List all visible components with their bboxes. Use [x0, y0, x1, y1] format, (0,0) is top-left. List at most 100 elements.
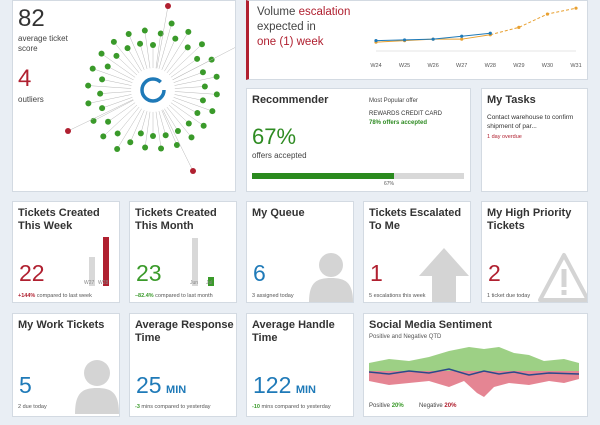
series-point[interactable] — [374, 39, 378, 43]
burst-node[interactable] — [105, 118, 112, 125]
work-tickets-value: 5 — [19, 372, 32, 398]
burst-node[interactable] — [113, 52, 120, 59]
high-priority-value: 2 — [488, 260, 501, 286]
response-time-title: Average Response Time — [135, 319, 234, 344]
escalated-title: Tickets Escalated To Me — [369, 207, 462, 232]
burst-node[interactable] — [213, 73, 220, 80]
bar-jul — [208, 277, 214, 286]
burst-node[interactable] — [141, 27, 148, 34]
burst-node[interactable] — [200, 122, 207, 129]
x-tick-label: W30 — [542, 63, 553, 69]
burst-node[interactable] — [85, 100, 92, 107]
handle-time-card[interactable]: Average Handle Time 122 MIN -10 mins comp… — [246, 313, 354, 417]
bar-w27-label: W27 — [84, 280, 95, 286]
burst-node[interactable] — [100, 133, 107, 140]
bar-jul-label: Jul — [206, 280, 213, 286]
burst-node[interactable] — [142, 144, 149, 151]
burst-node[interactable] — [124, 45, 131, 52]
outlier-node[interactable] — [190, 168, 196, 174]
response-time-value: 25 MIN — [136, 372, 187, 398]
burst-node[interactable] — [162, 132, 169, 139]
burst-node[interactable] — [104, 63, 111, 70]
response-time-card[interactable]: Average Response Time 25 MIN -3 mins comp… — [129, 313, 237, 417]
burst-node[interactable] — [97, 90, 104, 97]
tickets-week-change: +144% compared to last week — [18, 293, 92, 299]
work-tickets-title: My Work Tickets — [18, 319, 105, 331]
burst-node[interactable] — [127, 139, 134, 146]
burst-node[interactable] — [213, 91, 220, 98]
response-time-change: -3 mins compared to yesterday — [135, 404, 211, 410]
social-sentiment-card[interactable]: Social Media Sentiment Positive and Nega… — [363, 313, 588, 417]
burst-node[interactable] — [201, 83, 208, 90]
burst-node[interactable] — [209, 108, 216, 115]
series-point[interactable] — [460, 34, 464, 38]
burst-node[interactable] — [199, 69, 206, 76]
burst-node[interactable] — [198, 41, 205, 48]
burst-node[interactable] — [199, 97, 206, 104]
high-priority-card[interactable]: My High Priority Tickets 2 1 ticket due t… — [481, 201, 588, 303]
task-item[interactable]: Contact warehouse to confirm shipment of… — [487, 114, 574, 130]
work-tickets-card[interactable]: My Work Tickets 5 2 due today — [12, 313, 120, 417]
burst-node[interactable] — [89, 65, 96, 72]
x-tick-label: W29 — [513, 63, 524, 69]
ticket-burst-chart[interactable] — [13, 1, 236, 192]
burst-node[interactable] — [137, 130, 144, 137]
escalation-forecast-card[interactable]: Volume escalation expected in one (1) we… — [246, 0, 588, 80]
handle-time-change: -10 mins compared to yesterday — [252, 404, 331, 410]
recommender-sub: offers accepted — [252, 151, 307, 160]
series-point[interactable] — [460, 37, 464, 41]
outlier-node[interactable] — [65, 128, 71, 134]
burst-center — [131, 68, 175, 112]
burst-node[interactable] — [194, 110, 201, 117]
burst-node[interactable] — [174, 128, 181, 135]
average-score-label: average ticket score — [18, 34, 68, 53]
burst-node[interactable] — [185, 28, 192, 35]
burst-node[interactable] — [114, 145, 121, 152]
burst-node[interactable] — [137, 40, 144, 47]
series-point[interactable] — [517, 25, 521, 29]
burst-node[interactable] — [173, 142, 180, 149]
series-point[interactable] — [402, 38, 407, 42]
escalated-value: 1 — [370, 260, 383, 286]
x-tick-label: W27 — [456, 63, 467, 69]
burst-node[interactable] — [150, 133, 156, 139]
burst-node[interactable] — [125, 31, 132, 38]
series-point[interactable] — [574, 6, 578, 10]
burst-node[interactable] — [85, 82, 92, 89]
positive-area — [369, 347, 579, 371]
burst-node[interactable] — [185, 120, 192, 127]
tickets-month-card[interactable]: Tickets Created This Month 23 Jun Jul –82… — [129, 201, 237, 303]
burst-node[interactable] — [172, 35, 179, 42]
escalation-line-chart[interactable]: W24 W25 W26 W27 W28 W29 W30 W31 — [366, 1, 586, 79]
burst-node[interactable] — [114, 130, 121, 137]
progress-label: 67% — [384, 181, 395, 187]
person-icon — [309, 253, 353, 302]
burst-node[interactable] — [168, 20, 175, 27]
burst-node[interactable] — [110, 38, 117, 45]
series-point[interactable] — [431, 37, 435, 41]
escalated-sub: 5 escalations this week — [369, 293, 426, 299]
tickets-week-card[interactable]: Tickets Created This Week 22 W27 W28 +144… — [12, 201, 120, 303]
my-tasks-card[interactable]: My Tasks Contact warehouse to confirm sh… — [481, 88, 588, 192]
outlier-node[interactable] — [235, 43, 236, 49]
burst-node[interactable] — [158, 145, 165, 152]
ticket-score-card[interactable]: 82 average ticket score 4 outliers — [12, 0, 236, 192]
burst-node[interactable] — [98, 50, 105, 57]
burst-node[interactable] — [99, 76, 106, 83]
outlier-node[interactable] — [165, 3, 171, 9]
burst-node[interactable] — [157, 30, 164, 37]
my-queue-card[interactable]: My Queue 6 3 assigned today — [246, 201, 354, 303]
burst-node[interactable] — [184, 44, 191, 51]
outliers-label: outliers — [18, 95, 44, 104]
burst-node[interactable] — [150, 42, 156, 48]
series-point[interactable] — [488, 31, 492, 35]
burst-node[interactable] — [99, 105, 106, 112]
escalated-card[interactable]: Tickets Escalated To Me 1 5 escalations t… — [363, 201, 471, 303]
x-tick-label: W28 — [485, 63, 496, 69]
burst-node[interactable] — [194, 55, 201, 62]
burst-node[interactable] — [188, 134, 195, 141]
series-point[interactable] — [545, 12, 550, 16]
handle-time-value: 122 MIN — [253, 372, 316, 398]
recommender-card[interactable]: Recommender 67% offers accepted Most Pop… — [246, 88, 471, 192]
sentiment-area-chart[interactable] — [369, 341, 584, 401]
